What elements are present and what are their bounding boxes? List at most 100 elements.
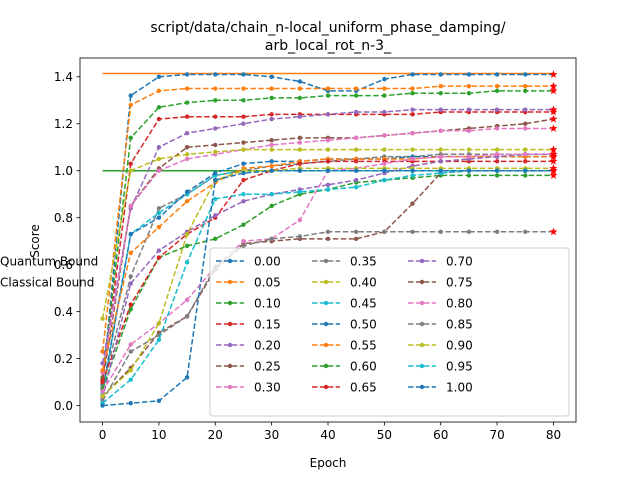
data-point: [184, 145, 190, 150]
data-point: [410, 112, 415, 117]
data-point: [523, 152, 528, 157]
legend-label: 0.95: [446, 360, 473, 374]
legend-label: 0.55: [350, 339, 377, 353]
data-point: [325, 187, 331, 192]
data-point: [382, 133, 387, 138]
data-point: [466, 107, 472, 112]
data-point: [353, 184, 359, 190]
data-point: [325, 229, 331, 234]
data-point: [241, 147, 246, 152]
x-tick-label: 40: [320, 428, 335, 442]
legend-marker: [419, 363, 425, 369]
data-point: [438, 83, 443, 89]
data-point: [494, 229, 500, 234]
data-point: [382, 76, 387, 82]
legend-marker: [323, 279, 329, 285]
data-point: [156, 105, 162, 110]
final-point-marker: [549, 150, 558, 158]
legend-label: 0.00: [254, 255, 281, 269]
data-point: [466, 91, 472, 96]
data-point: [156, 210, 162, 216]
data-point: [494, 152, 500, 157]
data-point: [353, 229, 359, 234]
series-line-0.70: [101, 153, 554, 399]
data-point: [523, 168, 528, 173]
data-point: [325, 137, 331, 143]
data-point: [410, 201, 415, 206]
data-point: [523, 126, 528, 131]
data-point: [466, 83, 472, 89]
x-tick-label: 10: [151, 428, 166, 442]
legend-label: 0.75: [446, 276, 473, 290]
data-point: [325, 168, 331, 173]
data-point: [494, 173, 500, 178]
legend-box: [209, 247, 570, 417]
data-point: [494, 88, 500, 94]
data-point: [410, 86, 415, 91]
data-point: [241, 72, 246, 77]
data-point: [438, 147, 443, 152]
legend-marker: [419, 384, 425, 390]
data-point: [410, 107, 415, 112]
legend-label: 0.15: [254, 318, 281, 332]
final-point-marker: [549, 86, 558, 95]
legend-marker: [323, 300, 329, 306]
data-point: [269, 163, 274, 169]
data-point: [128, 231, 133, 237]
data-point: [438, 154, 443, 159]
data-point: [382, 229, 387, 234]
final-point-marker: [549, 152, 558, 161]
data-point: [156, 168, 162, 173]
data-point: [494, 72, 500, 77]
data-point: [523, 72, 528, 77]
data-point: [213, 149, 218, 155]
data-point: [297, 86, 303, 91]
data-point: [156, 116, 162, 122]
legend-marker: [419, 300, 425, 306]
y-tick-label: 0.8: [54, 211, 73, 225]
data-point: [213, 196, 218, 202]
legend-label: 0.40: [350, 276, 377, 290]
final-point-marker: [549, 157, 558, 165]
data-point: [523, 83, 528, 89]
data-point: [128, 281, 133, 286]
data-point: [213, 72, 218, 77]
data-point: [325, 236, 331, 242]
data-point: [410, 173, 415, 178]
data-point: [213, 142, 218, 148]
final-point-marker: [549, 70, 558, 78]
data-point: [128, 349, 133, 354]
data-point: [269, 168, 274, 173]
data-point: [100, 379, 105, 385]
data-point: [410, 91, 415, 96]
axes: 0 10 20 30 40 50 60 70 80 0.0 0.2 0.4 0.6 0.8 1.0 1.2 1.…: [54, 57, 577, 442]
data-point: [325, 93, 331, 98]
data-point: [297, 147, 303, 152]
legend-label: 0.35: [350, 255, 377, 269]
data-point: [353, 86, 359, 91]
data-point: [156, 337, 162, 343]
data-point: [269, 147, 274, 152]
data-point: [410, 168, 415, 173]
data-point: [297, 161, 303, 166]
data-point: [466, 147, 472, 152]
data-point: [523, 229, 528, 234]
data-point: [128, 342, 133, 347]
data-point: [156, 74, 162, 79]
data-point: [410, 72, 415, 77]
legend-label: 0.45: [350, 297, 377, 311]
legend-label: Quantum Bound: [0, 255, 98, 269]
legend-marker: [323, 321, 329, 327]
data-point: [438, 91, 443, 96]
data-point: [523, 159, 528, 164]
y-tick-label: 1.0: [54, 164, 73, 178]
legend-marker: [227, 300, 233, 306]
chart-title-line-2: arb_local_rot_n-3_: [265, 38, 392, 54]
data-point: [438, 72, 443, 77]
y-tick-label: 0.0: [54, 399, 73, 413]
y-tick-label: 0.6: [54, 258, 73, 272]
data-point: [353, 159, 359, 164]
data-point: [213, 236, 218, 242]
data-point: [156, 88, 162, 94]
data-point: [523, 107, 528, 112]
